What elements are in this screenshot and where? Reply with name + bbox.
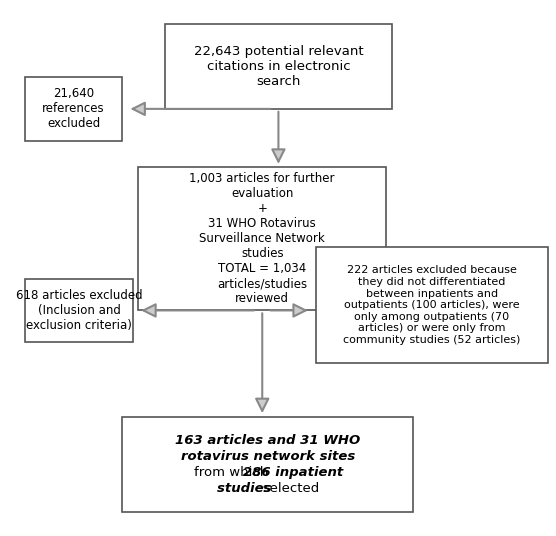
- FancyBboxPatch shape: [122, 416, 413, 512]
- FancyBboxPatch shape: [316, 247, 548, 363]
- Text: 22,643 potential relevant
citations in electronic
search: 22,643 potential relevant citations in e…: [193, 45, 363, 88]
- Text: studies: studies: [217, 482, 318, 495]
- Text: selected: selected: [216, 482, 319, 495]
- Text: 618 articles excluded
(Inclusion and
exclusion criteria): 618 articles excluded (Inclusion and exc…: [16, 289, 142, 332]
- Text: rotavirus network sites: rotavirus network sites: [181, 450, 355, 463]
- Text: 222 articles excluded because
they did not differentiated
between inpatients and: 222 articles excluded because they did n…: [343, 265, 520, 345]
- FancyBboxPatch shape: [25, 279, 133, 343]
- Text: 21,640
references
excluded: 21,640 references excluded: [42, 87, 105, 130]
- Text: from which: from which: [195, 466, 341, 479]
- Text: 1,003 articles for further
evaluation
+
31 WHO Rotavirus
Surveillance Network
st: 1,003 articles for further evaluation + …: [190, 173, 335, 306]
- FancyBboxPatch shape: [165, 24, 391, 109]
- Text: 163 articles and 31 WHO: 163 articles and 31 WHO: [175, 434, 360, 447]
- FancyBboxPatch shape: [138, 167, 386, 310]
- FancyBboxPatch shape: [25, 77, 122, 140]
- Text: 286 inpatient: 286 inpatient: [192, 466, 343, 479]
